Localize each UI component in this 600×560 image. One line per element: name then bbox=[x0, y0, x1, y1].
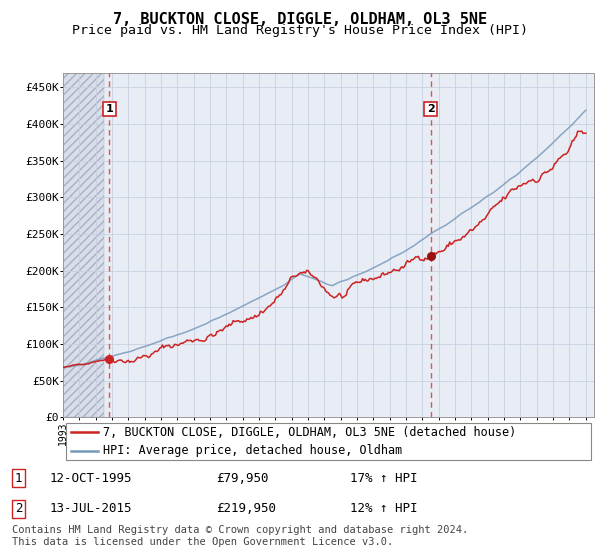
Text: 2: 2 bbox=[15, 502, 22, 515]
Text: £79,950: £79,950 bbox=[216, 472, 268, 485]
Text: 12-OCT-1995: 12-OCT-1995 bbox=[50, 472, 133, 485]
Text: £219,950: £219,950 bbox=[216, 502, 276, 515]
Text: Price paid vs. HM Land Registry's House Price Index (HPI): Price paid vs. HM Land Registry's House … bbox=[72, 24, 528, 37]
Text: 1: 1 bbox=[15, 472, 22, 485]
Text: HPI: Average price, detached house, Oldham: HPI: Average price, detached house, Oldh… bbox=[103, 445, 402, 458]
Text: Contains HM Land Registry data © Crown copyright and database right 2024.
This d: Contains HM Land Registry data © Crown c… bbox=[12, 525, 468, 547]
Bar bbox=[63, 73, 104, 417]
Text: 17% ↑ HPI: 17% ↑ HPI bbox=[350, 472, 417, 485]
Text: 1: 1 bbox=[106, 104, 113, 114]
Text: 13-JUL-2015: 13-JUL-2015 bbox=[50, 502, 133, 515]
Text: 7, BUCKTON CLOSE, DIGGLE, OLDHAM, OL3 5NE (detached house): 7, BUCKTON CLOSE, DIGGLE, OLDHAM, OL3 5N… bbox=[103, 426, 516, 438]
FancyBboxPatch shape bbox=[65, 423, 592, 460]
Text: 7, BUCKTON CLOSE, DIGGLE, OLDHAM, OL3 5NE: 7, BUCKTON CLOSE, DIGGLE, OLDHAM, OL3 5N… bbox=[113, 12, 487, 27]
Text: 12% ↑ HPI: 12% ↑ HPI bbox=[350, 502, 417, 515]
Text: 2: 2 bbox=[427, 104, 434, 114]
